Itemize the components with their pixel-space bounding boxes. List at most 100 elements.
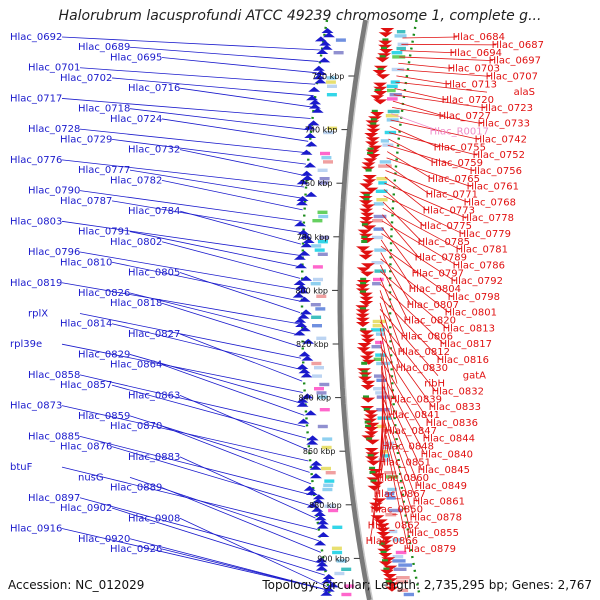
leader-line-right bbox=[380, 264, 409, 321]
feature-block-outer bbox=[378, 458, 391, 462]
gene-label-right: Hlac_0866 bbox=[366, 536, 418, 547]
feature-block-outer bbox=[376, 424, 386, 429]
feature-block-outer bbox=[371, 345, 382, 349]
feature-arrow-left bbox=[301, 175, 314, 180]
feature-arrow-left bbox=[298, 250, 311, 256]
feature-arrow-left bbox=[296, 397, 309, 403]
leader-line-left bbox=[161, 179, 303, 211]
gene-label-right: Hlac_0855 bbox=[407, 528, 459, 539]
feature-arrow-right bbox=[380, 28, 395, 33]
feature-gc-mark bbox=[369, 466, 376, 470]
gene-label-right: Hlac_0742 bbox=[475, 134, 527, 145]
feature-block-inner bbox=[316, 336, 327, 340]
feature-block-outer bbox=[386, 84, 398, 88]
leader-line-left bbox=[111, 77, 314, 97]
gene-label-left: Hlac_0702 bbox=[60, 73, 112, 84]
feature-block-inner bbox=[319, 177, 330, 181]
feature-arrow-right bbox=[361, 380, 376, 386]
gene-label-left: Hlac_0732 bbox=[128, 145, 180, 156]
feature-arrow-left bbox=[322, 586, 335, 592]
feature-block-outer bbox=[398, 563, 413, 567]
gene-label-left: Hlac_0717 bbox=[10, 93, 62, 104]
leader-line-left bbox=[179, 87, 313, 108]
feature-arrow-left bbox=[311, 506, 324, 512]
leader-line-left bbox=[179, 210, 302, 245]
gene-label-left: Hlac_0819 bbox=[10, 278, 62, 289]
gene-label-right: Hlac_0797 bbox=[412, 268, 464, 279]
gene-label-right: Hlac_0779 bbox=[459, 229, 511, 240]
feature-arrow-left bbox=[298, 351, 311, 357]
feature-arrow-right bbox=[359, 355, 374, 361]
gene-label-left: Hlac_0926 bbox=[110, 544, 162, 555]
feature-gc-mark bbox=[369, 471, 376, 474]
feature-arrow-right bbox=[364, 448, 379, 453]
feature-arrow-right bbox=[362, 179, 377, 185]
leader-line-right bbox=[394, 88, 447, 101]
feature-block-outer bbox=[391, 51, 403, 55]
feature-arrow-left bbox=[315, 565, 328, 571]
feature-arrow-right bbox=[360, 334, 375, 340]
feature-block-inner bbox=[312, 324, 322, 328]
feature-gc-mark bbox=[370, 118, 377, 122]
feature-arrow-right bbox=[378, 561, 393, 567]
gene-label-right: Hlac_0806 bbox=[401, 331, 453, 342]
feature-gc-mark bbox=[361, 361, 368, 365]
feature-arrow-right bbox=[356, 347, 371, 353]
feature-block-inner bbox=[312, 374, 322, 378]
leader-line-left bbox=[179, 149, 306, 176]
feature-arrow-right bbox=[357, 343, 372, 348]
gene-label-left: Hlac_0805 bbox=[128, 268, 180, 279]
feature-arrow-right bbox=[378, 553, 393, 558]
feature-block-inner bbox=[325, 471, 336, 475]
gene-label-right: Hlac_0849 bbox=[415, 481, 467, 492]
feature-block-inner bbox=[310, 282, 321, 286]
leader-line-left bbox=[161, 548, 328, 591]
feature-arrow-left bbox=[319, 40, 332, 46]
tick-label: 860 kbp bbox=[303, 447, 336, 456]
feature-block-outer bbox=[392, 538, 402, 542]
gene-label-right: Hlac_0723 bbox=[481, 103, 533, 114]
feature-arrow-left bbox=[317, 532, 330, 537]
tick-label: 740 kbp bbox=[305, 126, 338, 135]
feature-arrow-right bbox=[357, 229, 372, 235]
leader-line-left bbox=[129, 169, 304, 199]
feature-arrow-right bbox=[362, 175, 377, 180]
feature-block-inner bbox=[319, 408, 330, 412]
feature-arrow-left bbox=[306, 502, 319, 508]
feature-block-outer bbox=[373, 202, 384, 206]
feature-block-outer bbox=[374, 248, 386, 252]
feature-block-outer bbox=[396, 30, 406, 34]
gene-label-left: Hlac_0777 bbox=[78, 165, 130, 176]
gene-label-right: Hlac_0752 bbox=[473, 150, 525, 161]
leader-line-left bbox=[61, 528, 328, 591]
feature-arrow-left bbox=[295, 322, 308, 327]
leader-line-right bbox=[380, 353, 390, 431]
gene-label-right: Hlac_0833 bbox=[429, 402, 481, 413]
feature-block-outer bbox=[372, 219, 383, 223]
feature-block-outer bbox=[395, 550, 407, 555]
gene-label-right: Hlac_0759 bbox=[431, 158, 483, 169]
feature-arrow-left bbox=[295, 200, 308, 206]
feature-arrow-right bbox=[359, 296, 374, 302]
feature-gc-mark bbox=[360, 328, 367, 332]
leader-line-right bbox=[381, 220, 458, 266]
feature-arrow-left bbox=[314, 70, 327, 75]
feature-block-outer bbox=[381, 454, 390, 458]
feature-gc-mark bbox=[363, 395, 369, 399]
feature-block-outer bbox=[373, 387, 387, 391]
leader-line-left bbox=[129, 46, 319, 62]
leader-line-right bbox=[383, 189, 425, 227]
feature-block-outer bbox=[371, 235, 384, 240]
feature-arrow-right bbox=[359, 301, 374, 306]
feature-gc-mark bbox=[363, 193, 370, 197]
feature-arrow-right bbox=[360, 271, 375, 277]
feature-arrow-left bbox=[311, 107, 324, 113]
feature-arrow-left bbox=[304, 133, 317, 138]
feature-arrow-left bbox=[295, 284, 308, 290]
feature-arrow-right bbox=[364, 414, 379, 420]
feature-block-outer bbox=[393, 567, 407, 571]
feature-arrow-left bbox=[309, 99, 322, 105]
gene-label-right: Hlac_0861 bbox=[413, 497, 465, 508]
gene-label-left: Hlac_0897 bbox=[28, 493, 80, 504]
feature-arrow-right bbox=[373, 519, 388, 525]
